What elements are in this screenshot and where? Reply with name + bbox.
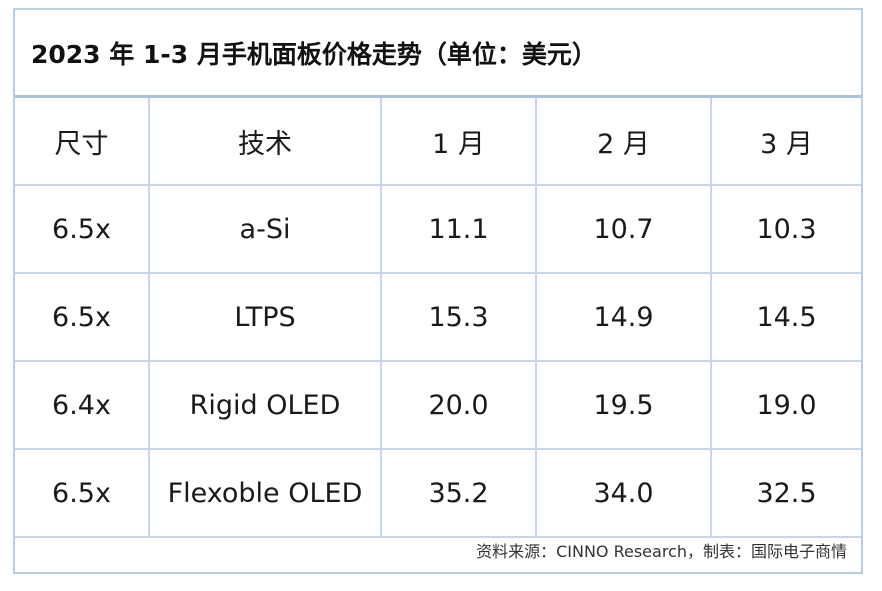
cell-january: 35.2 [380, 448, 537, 538]
cell-january: 11.1 [380, 184, 537, 274]
cell-march: 14.5 [710, 272, 861, 362]
title-bar: 2023 年 1-3 月手机面板价格走势（单位：美元） [15, 10, 861, 98]
header-february: 2 月 [535, 98, 712, 186]
header-size: 尺寸 [15, 98, 150, 186]
table-row: 6.5x Flexoble OLED 35.2 34.0 32.5 [15, 448, 861, 538]
table-row: 6.5x a-Si 11.1 10.7 10.3 [15, 184, 861, 274]
table-row: 6.5x LTPS 15.3 14.9 14.5 [15, 272, 861, 362]
cell-march: 19.0 [710, 360, 861, 450]
cell-size: 6.5x [15, 448, 150, 538]
price-table-card: 2023 年 1-3 月手机面板价格走势（单位：美元） 尺寸 技术 1 月 2 … [13, 8, 863, 574]
cell-march: 32.5 [710, 448, 861, 538]
cell-size: 6.5x [15, 272, 150, 362]
table-title: 2023 年 1-3 月手机面板价格走势（单位：美元） [31, 39, 597, 69]
price-table: 尺寸 技术 1 月 2 月 3 月 6.5x a-Si 11.1 10.7 10… [15, 98, 861, 538]
source-note: 资料来源：CINNO Research，制表：国际电子商情 [476, 542, 847, 561]
cell-technology: a-Si [148, 184, 382, 274]
cell-size: 6.4x [15, 360, 150, 450]
cell-size: 6.5x [15, 184, 150, 274]
cell-technology: LTPS [148, 272, 382, 362]
cell-january: 20.0 [380, 360, 537, 450]
table-row: 6.4x Rigid OLED 20.0 19.5 19.0 [15, 360, 861, 450]
cell-technology: Flexoble OLED [148, 448, 382, 538]
header-technology: 技术 [148, 98, 382, 186]
cell-february: 10.7 [535, 184, 712, 274]
cell-february: 19.5 [535, 360, 712, 450]
cell-february: 14.9 [535, 272, 712, 362]
cell-january: 15.3 [380, 272, 537, 362]
header-january: 1 月 [380, 98, 537, 186]
header-march: 3 月 [710, 98, 861, 186]
table-header-row: 尺寸 技术 1 月 2 月 3 月 [15, 98, 861, 186]
cell-february: 34.0 [535, 448, 712, 538]
cell-march: 10.3 [710, 184, 861, 274]
cell-technology: Rigid OLED [148, 360, 382, 450]
